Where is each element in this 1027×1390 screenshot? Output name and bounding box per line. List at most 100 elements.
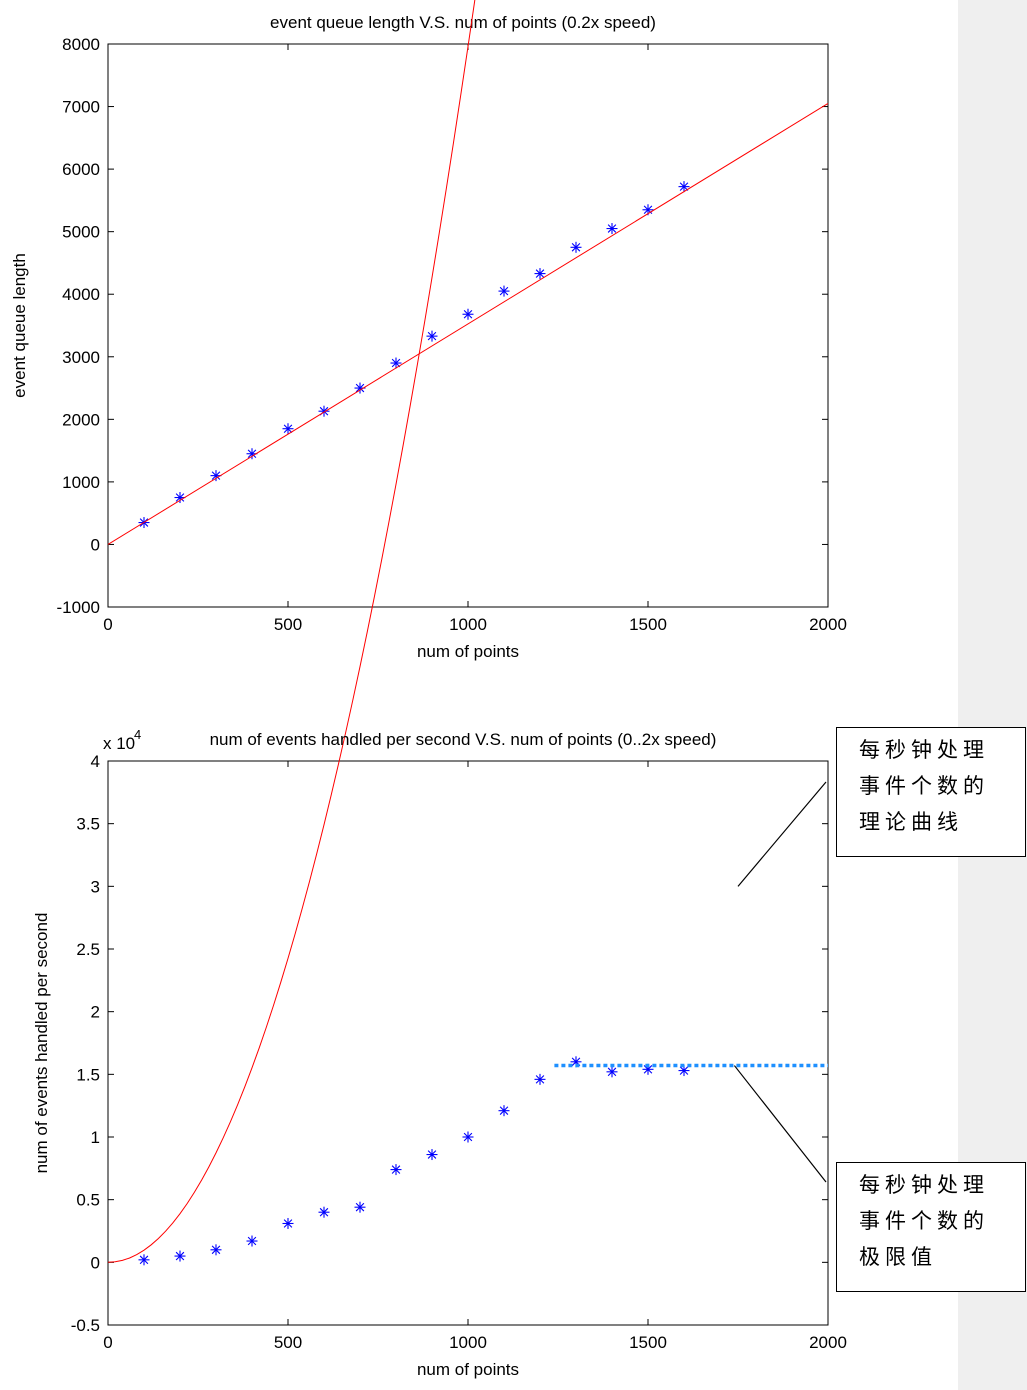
annotation-line: 事件个数的: [859, 774, 989, 798]
data-point: [318, 1206, 330, 1218]
y-axis-label: event queue length: [10, 253, 29, 398]
x-tick-label: 1500: [629, 1333, 667, 1352]
data-point-stroke: [643, 205, 653, 215]
data-point: [426, 330, 438, 342]
data-point-stroke: [355, 383, 365, 393]
annotation-leader: [733, 1065, 827, 1183]
annotation-line: 事件个数的: [859, 1209, 989, 1233]
data-point-stroke: [427, 1150, 437, 1159]
plot-area: [107, 43, 829, 608]
annotation-line: 理论曲线: [859, 810, 963, 834]
y-tick-label: 1: [91, 1128, 100, 1147]
data-point-stroke: [607, 224, 617, 233]
data-point-stroke: [139, 1255, 149, 1265]
annotation-leader: [737, 781, 827, 887]
data-point-stroke: [355, 1202, 365, 1212]
data-point-stroke: [427, 331, 437, 341]
plot-area: [107, 760, 829, 1326]
y-tick-label: 4: [91, 752, 100, 771]
theoretical-curve: [107, 0, 476, 1263]
fit-line: [107, 103, 829, 545]
data-point-stroke: [247, 1236, 257, 1246]
data-point: [354, 1201, 366, 1213]
x-tick-label: 1000: [449, 615, 487, 634]
data-point: [462, 1131, 474, 1143]
chart-1: [107, 0, 829, 1326]
data-point-stroke: [535, 1075, 545, 1084]
data-point-stroke: [211, 1245, 221, 1255]
x-tick-label: 500: [274, 1333, 302, 1352]
data-point: [606, 1066, 618, 1078]
annotation-theoretical-curve: 每秒钟处理 事件个数的 理论曲线: [836, 727, 1026, 857]
data-point-stroke: [499, 1106, 509, 1115]
data-point-stroke: [643, 1065, 653, 1074]
y-multiplier: x 10: [103, 734, 135, 753]
data-point: [390, 357, 402, 369]
y-tick-label: 2000: [62, 410, 100, 429]
x-tick-label: 0: [103, 615, 112, 634]
data-point-stroke: [283, 1219, 293, 1228]
data-point-stroke: [247, 449, 257, 459]
x-tick-label: 500: [274, 615, 302, 634]
page-margin-strip: [958, 0, 1027, 1390]
annotation-line: 每秒钟处理: [859, 738, 989, 762]
y-tick-label: 6000: [62, 160, 100, 179]
data-point: [426, 1149, 438, 1161]
x-tick-label: 1500: [629, 615, 667, 634]
data-point-stroke: [463, 1132, 473, 1142]
data-point: [606, 223, 618, 235]
data-point-stroke: [679, 1066, 689, 1075]
x-tick-label: 1000: [449, 1333, 487, 1352]
data-point-stroke: [499, 286, 509, 296]
data-point-stroke: [319, 1207, 329, 1217]
data-point: [138, 1254, 150, 1266]
data-point: [534, 268, 546, 280]
x-axis-label: num of points: [417, 1360, 519, 1379]
y-tick-label: 2: [91, 1003, 100, 1022]
y-tick-label: 7000: [62, 98, 100, 117]
data-point: [678, 181, 690, 193]
chart-0: [107, 43, 829, 608]
y-tick-label: 3: [91, 877, 100, 896]
data-point-stroke: [283, 424, 293, 433]
y-tick-label: 3.5: [76, 815, 100, 834]
data-point: [390, 1164, 402, 1176]
data-point: [354, 382, 366, 394]
annotation-line: 极限值: [859, 1245, 937, 1269]
data-point: [174, 1250, 186, 1262]
y-tick-label: 1000: [62, 473, 100, 492]
data-point-stroke: [175, 1251, 185, 1261]
data-point-stroke: [175, 493, 185, 502]
y-multiplier-exponent: 4: [134, 727, 141, 742]
data-point: [498, 285, 510, 297]
data-point: [246, 448, 258, 460]
data-point: [210, 1244, 222, 1256]
data-point: [498, 1105, 510, 1117]
x-tick-label: 2000: [809, 1333, 847, 1352]
data-point-stroke: [607, 1067, 617, 1077]
chart-title: event queue length V.S. num of points (0…: [270, 13, 656, 32]
data-point: [246, 1235, 258, 1247]
y-tick-label: 0: [91, 1253, 100, 1272]
data-point-stroke: [571, 1057, 581, 1067]
y-tick-label: 0: [91, 535, 100, 554]
data-point: [462, 308, 474, 320]
x-axis-label: num of points: [417, 642, 519, 661]
y-tick-label: -0.5: [71, 1316, 100, 1335]
x-tick-label: 0: [103, 1333, 112, 1352]
data-point: [534, 1073, 546, 1085]
data-point: [282, 423, 294, 435]
chart-title: num of events handled per second V.S. nu…: [210, 730, 717, 749]
data-point-stroke: [463, 309, 473, 319]
data-point-stroke: [571, 243, 581, 252]
y-tick-label: 0.5: [76, 1191, 100, 1210]
data-point: [570, 241, 582, 253]
data-point-stroke: [535, 269, 545, 278]
data-point-stroke: [211, 471, 221, 480]
annotation-line: 每秒钟处理: [859, 1173, 989, 1197]
data-point-stroke: [391, 1165, 401, 1174]
y-tick-label: 8000: [62, 35, 100, 54]
y-tick-label: 5000: [62, 223, 100, 242]
y-tick-label: 2.5: [76, 940, 100, 959]
